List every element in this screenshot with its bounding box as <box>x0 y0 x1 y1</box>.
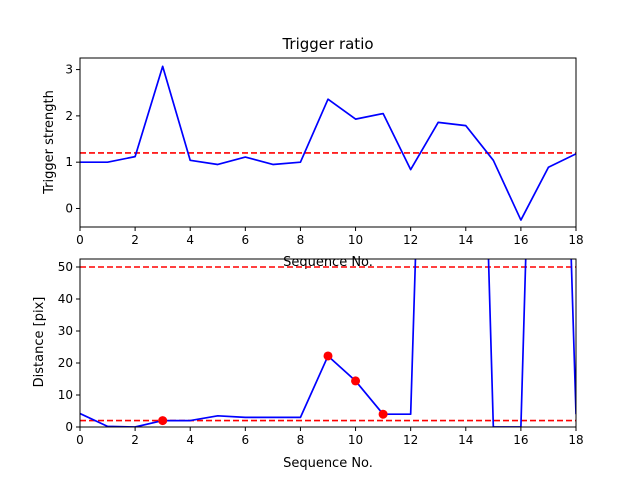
top-y-tick-label: 2 <box>65 109 73 123</box>
bottom-x-tick-label: 10 <box>348 433 363 447</box>
bottom-x-tick-label: 0 <box>76 433 84 447</box>
top-y-axis-label: Trigger strength <box>42 90 57 195</box>
top-y-tick-label: 0 <box>65 201 73 215</box>
bottom-x-tick-label: 6 <box>242 433 250 447</box>
bottom-marker-point <box>158 416 168 426</box>
top-x-tick-label: 10 <box>348 233 363 247</box>
bottom-marker-point <box>323 351 333 361</box>
top-x-tick-label: 12 <box>403 233 418 247</box>
top-plot-area <box>80 65 576 221</box>
top-chart-title: Trigger ratio <box>281 35 373 53</box>
top-x-tick-label: 4 <box>186 233 194 247</box>
bottom-x-tick-label: 18 <box>568 433 583 447</box>
bottom-axes-frame <box>79 258 577 428</box>
bottom-y-axis-label: Distance [pix] <box>32 297 47 388</box>
top-x-tick-label: 0 <box>76 233 84 247</box>
top-x-tick-label: 8 <box>297 233 305 247</box>
bottom-x-tick-label: 16 <box>513 433 528 447</box>
bottom-x-tick-label: 4 <box>186 433 194 447</box>
bottom-series-line-0 <box>80 259 576 427</box>
bottom-plot-area <box>80 259 576 427</box>
top-x-tick-label: 18 <box>568 233 583 247</box>
bottom-chart: 0 2 4 6 8 10 12 14 16 18 0 10 20 30 40 50 <box>58 258 584 447</box>
bottom-marker-point <box>378 409 388 419</box>
top-y-tick-label: 1 <box>65 155 73 169</box>
bottom-y-tick-label: 10 <box>58 388 73 402</box>
bottom-y-tick-label: 0 <box>65 420 73 434</box>
bottom-x-axis-label: Sequence No. <box>283 456 373 471</box>
bottom-y-tick-label: 40 <box>58 292 73 306</box>
top-x-tick-label: 2 <box>131 233 139 247</box>
bottom-marker-point <box>351 376 361 386</box>
bottom-x-tick-label: 2 <box>131 433 139 447</box>
bottom-y-tick-label: 50 <box>58 260 73 274</box>
top-axes-frame <box>79 57 577 228</box>
top-y-tick-label: 3 <box>65 63 73 77</box>
bottom-x-tick-label: 12 <box>403 433 418 447</box>
bottom-x-tick-label: 8 <box>297 433 305 447</box>
bottom-x-tick-label: 14 <box>458 433 473 447</box>
top-series-line-0 <box>80 65 576 221</box>
bottom-y-tick-label: 30 <box>58 324 73 338</box>
top-x-tick-label: 6 <box>242 233 250 247</box>
top-x-tick-label: 16 <box>513 233 528 247</box>
top-x-tick-label: 14 <box>458 233 473 247</box>
bottom-y-tick-label: 20 <box>58 356 73 370</box>
